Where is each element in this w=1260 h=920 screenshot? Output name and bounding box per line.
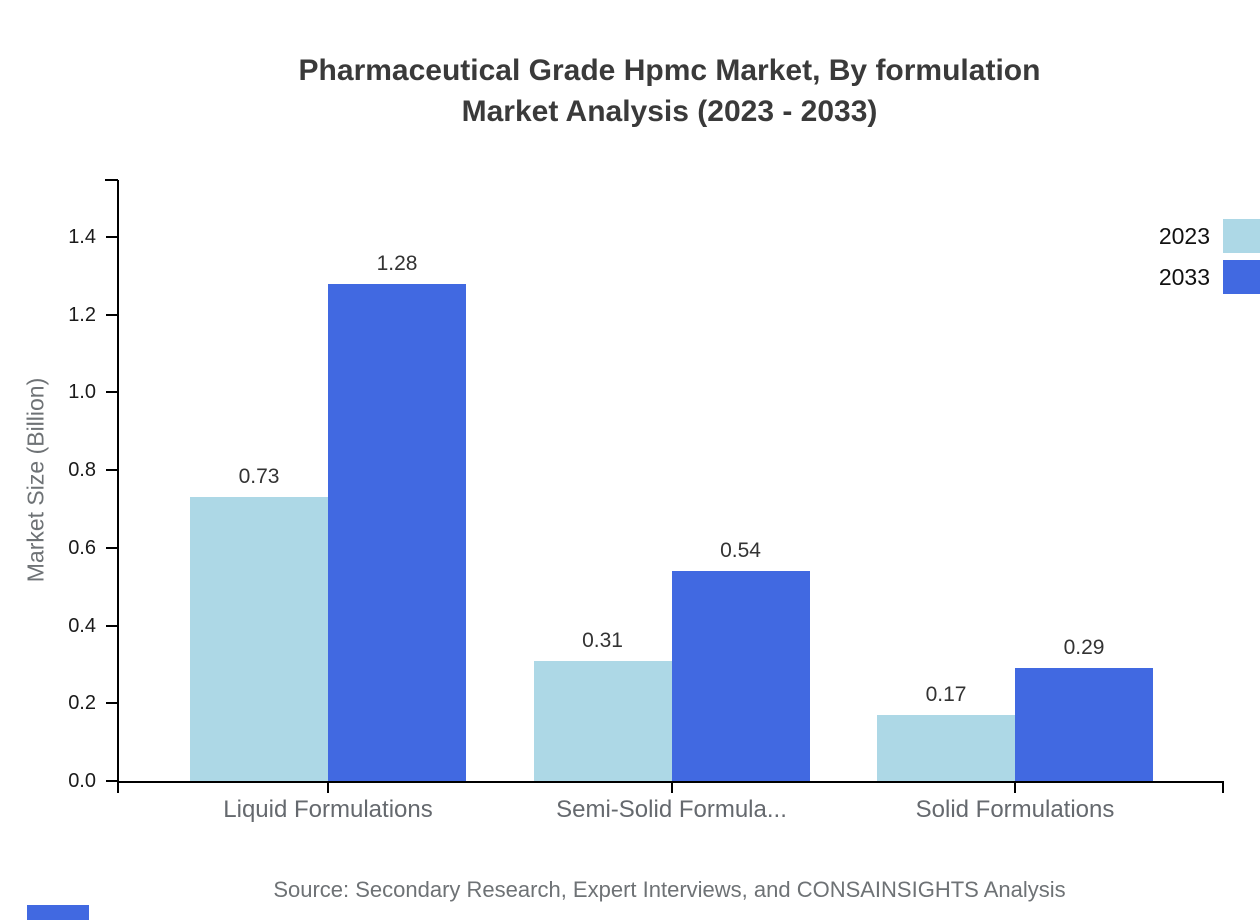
brand-mark [27, 905, 89, 920]
y-tick-label: 0.8 [68, 459, 96, 482]
bar-value-label: 0.73 [238, 465, 280, 489]
bar-value-label: 1.28 [376, 251, 418, 275]
y-tick-mark [106, 702, 118, 705]
legend-label-2023: 2023 [1158, 222, 1210, 249]
x-tick-mark [327, 781, 329, 793]
x-category-label: Semi-Solid Formula... [556, 796, 787, 823]
y-tick-label: 1.2 [68, 303, 96, 326]
y-tick-label: 0.6 [68, 536, 96, 559]
chart-title-line1: Pharmaceutical Grade Hpmc Market, By for… [298, 54, 1041, 87]
x-axis-end-tick [1222, 781, 1224, 793]
x-category-label: Solid Formulations [915, 796, 1115, 823]
bar-2033 [671, 571, 810, 781]
plot-area: 0.0 0.2 0.4 0.6 0.8 1.0 1.2 1.4 Liquid Formulati… [68, 179, 1224, 823]
y-tick-mark [106, 469, 118, 472]
bar-value-label: 0.17 [925, 682, 967, 706]
bar-value-label: 0.31 [582, 628, 623, 652]
y-tick-label: 0.2 [68, 692, 96, 715]
y-tick-label: 0.4 [68, 614, 96, 637]
legend-item-2023: 2023 [1159, 219, 1260, 253]
x-tick-mark [1014, 781, 1016, 793]
bar-2033 [328, 283, 466, 781]
bar-value-label: 0.29 [1063, 636, 1105, 660]
y-tick-mark [106, 313, 118, 316]
x-axis-start-tick [117, 781, 119, 793]
chart-title-line2: Market Analysis (2023 - 2033) [461, 95, 878, 128]
source-text: Source: Secondary Research, Expert Inter… [273, 877, 1066, 902]
y-tick-label: 0.0 [68, 770, 96, 792]
legend-swatch-2023 [1223, 219, 1260, 253]
bar-2023 [877, 714, 1015, 781]
x-category-label: Liquid Formulations [223, 796, 433, 823]
y-tick-mark [106, 236, 118, 238]
legend: 2023 2033 [1159, 219, 1260, 301]
legend-swatch-2033 [1223, 260, 1260, 294]
legend-item-2033: 2033 [1159, 260, 1260, 294]
bar-value-label: 0.54 [720, 539, 761, 563]
chart-title: Pharmaceutical Grade Hpmc Market, By for… [117, 50, 1222, 132]
bar-2033 [1015, 668, 1153, 781]
y-tick-mark [106, 391, 118, 394]
y-tick-mark [106, 780, 118, 782]
legend-label-2033: 2033 [1158, 263, 1210, 290]
y-tick-label: 1.0 [68, 381, 96, 404]
bar-2023 [533, 660, 672, 781]
y-axis-end-tick [105, 179, 118, 181]
y-tick-label: 1.4 [68, 226, 96, 248]
y-tick-mark [106, 546, 118, 549]
x-tick-mark [670, 781, 673, 793]
y-tick-mark [106, 624, 118, 627]
bar-2023 [190, 497, 328, 781]
